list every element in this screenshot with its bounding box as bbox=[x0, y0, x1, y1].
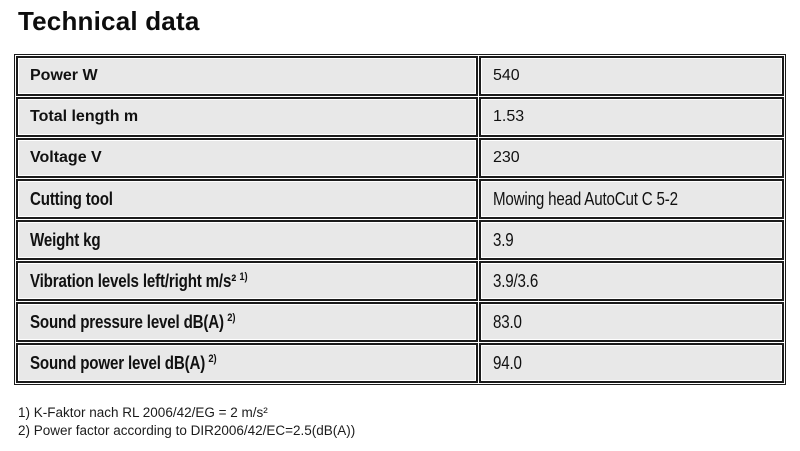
table-row-power: Power W 540 bbox=[16, 56, 784, 96]
spec-label: Sound power level dB(A) 2) bbox=[30, 352, 217, 374]
table-row-sound-pressure: Sound pressure level dB(A) 2) 83.0 bbox=[16, 302, 784, 342]
spec-value: 540 bbox=[493, 67, 520, 84]
spec-label-cell: Voltage V bbox=[16, 138, 478, 178]
spec-label-cell: Sound pressure level dB(A) 2) bbox=[16, 302, 478, 342]
spec-label-text: Weight kg bbox=[30, 229, 101, 250]
page-title: Technical data bbox=[18, 6, 200, 36]
footnote-ref: 2) bbox=[227, 311, 236, 324]
spec-label: Cutting tool bbox=[30, 189, 113, 210]
spec-label-text: Sound pressure level dB(A) bbox=[30, 311, 224, 332]
table-row-vibration-levels: Vibration levels left/right m/s² 1) 3.9/3… bbox=[16, 261, 784, 301]
spec-label-text: Voltage V bbox=[30, 149, 102, 166]
spec-label-text: Sound power level dB(A) bbox=[30, 352, 206, 373]
table-row-total-length: Total length m 1.53 bbox=[16, 97, 784, 137]
spec-label-text: Vibration levels left/right m/s² bbox=[30, 270, 237, 291]
spec-label: Power W bbox=[30, 67, 98, 84]
spec-value-cell: 230 bbox=[479, 138, 784, 178]
table-body: Power W 540 Total length m 1.53 Voltage … bbox=[16, 56, 784, 383]
spec-value: 1.53 bbox=[493, 108, 525, 125]
spec-value-cell: Mowing head AutoCut C 5-2 bbox=[479, 179, 784, 219]
spec-label-cell: Sound power level dB(A) 2) bbox=[16, 343, 478, 383]
spec-label: Voltage V bbox=[30, 149, 102, 166]
spec-value: 230 bbox=[493, 149, 520, 166]
spec-label-text: Power W bbox=[30, 67, 98, 84]
table-row-cutting-tool: Cutting tool Mowing head AutoCut C 5-2 bbox=[16, 179, 784, 219]
spec-label: Vibration levels left/right m/s² 1) bbox=[30, 270, 248, 292]
footnotes: 1) K-Faktor nach RL 2006/42/EG = 2 m/s² … bbox=[18, 404, 355, 440]
footnote-ref: 2) bbox=[208, 352, 217, 365]
spec-value: 94.0 bbox=[493, 352, 522, 373]
spec-label-cell: Cutting tool bbox=[16, 179, 478, 219]
table-row-voltage: Voltage V 230 bbox=[16, 138, 784, 178]
spec-value: 83.0 bbox=[493, 311, 522, 332]
spec-value-cell: 540 bbox=[479, 56, 784, 96]
spec-value-cell: 3.9 bbox=[479, 220, 784, 260]
spec-value-cell: 94.0 bbox=[479, 343, 784, 383]
spec-label: Sound pressure level dB(A) 2) bbox=[30, 312, 235, 333]
spec-label-cell: Weight kg bbox=[16, 220, 478, 260]
spec-label-text: Total length m bbox=[30, 108, 139, 125]
spec-value-cell: 3.9/3.6 bbox=[479, 261, 784, 301]
footnote-ref: 1) bbox=[239, 270, 248, 283]
footnote-1: 1) K-Faktor nach RL 2006/42/EG = 2 m/s² bbox=[18, 405, 268, 420]
technical-data-table: Power W 540 Total length m 1.53 Voltage … bbox=[14, 54, 786, 385]
spec-label-cell: Power W bbox=[16, 56, 478, 96]
spec-label: Total length m bbox=[30, 108, 138, 125]
spec-value: 3.9/3.6 bbox=[493, 270, 539, 291]
spec-label-cell: Total length m bbox=[16, 97, 478, 137]
spec-value: 3.9 bbox=[493, 229, 514, 250]
spec-label-cell: Vibration levels left/right m/s² 1) bbox=[16, 261, 478, 301]
table-row-sound-power: Sound power level dB(A) 2) 94.0 bbox=[16, 343, 784, 383]
spec-value: Mowing head AutoCut C 5-2 bbox=[493, 188, 678, 209]
footnote-2: 2) Power factor according to DIR2006/42/… bbox=[18, 423, 356, 438]
spec-label: Weight kg bbox=[30, 229, 101, 251]
spec-label-text: Cutting tool bbox=[30, 188, 113, 209]
spec-value-cell: 83.0 bbox=[479, 302, 784, 342]
spec-value-cell: 1.53 bbox=[479, 97, 784, 137]
table-row-weight: Weight kg 3.9 bbox=[16, 220, 784, 260]
